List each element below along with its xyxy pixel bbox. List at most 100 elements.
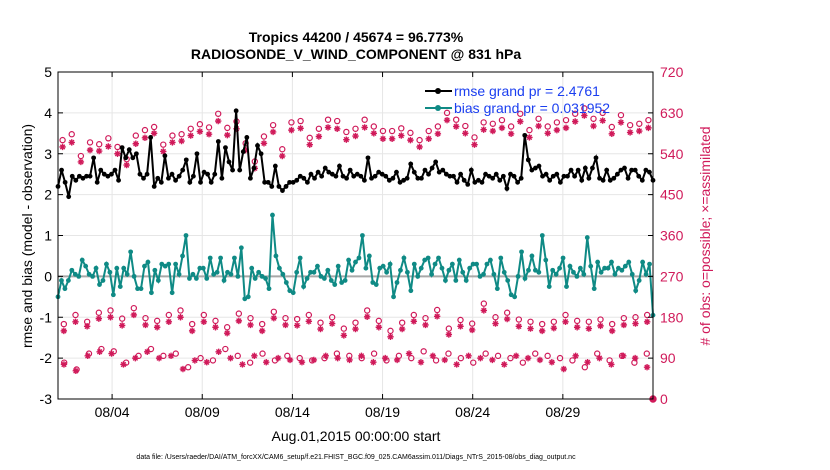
bias-point: [207, 255, 213, 261]
obs-assimilated-marker: [398, 325, 406, 333]
obs-possible-marker: [434, 123, 442, 130]
obs-assimilated-marker: [590, 122, 597, 130]
rmse-point: [422, 167, 428, 173]
rmse-point: [151, 184, 157, 189]
bias-point: [62, 286, 68, 292]
obs-possible-marker: [599, 109, 606, 117]
obs-possible-marker: [433, 306, 441, 314]
obs-assimilated-marker: [60, 361, 68, 368]
obs-possible-marker: [608, 123, 616, 131]
bias-point: [446, 267, 452, 273]
rmse-point: [297, 173, 303, 179]
rmse-point: [280, 188, 285, 193]
obs-assimilated-marker: [279, 152, 286, 160]
obs-assimilated-marker: [573, 324, 581, 331]
obs-possible-marker: [147, 345, 155, 353]
rmse-point: [144, 171, 150, 177]
obs-count-layer: [59, 105, 657, 403]
obs-assimilated-marker: [212, 324, 219, 331]
rmse-point: [190, 173, 196, 179]
bias-point: [640, 259, 646, 265]
obs-assimilated-marker: [95, 315, 103, 322]
rmse-point: [557, 179, 563, 185]
bias-point: [377, 265, 383, 271]
rmse-point: [639, 177, 645, 183]
rmse-point: [80, 175, 86, 181]
bias-point: [155, 278, 161, 283]
obs-assimilated-marker: [443, 116, 451, 124]
bias-point: [190, 271, 196, 277]
obs-possible-marker: [333, 117, 341, 125]
bias-point: [135, 286, 140, 292]
rmse-point: [215, 139, 221, 144]
obs-assimilated-marker: [375, 324, 383, 331]
obs-possible-marker: [214, 110, 222, 117]
obs-assimilated-marker: [581, 112, 588, 119]
bias-point: [498, 255, 504, 261]
obs-possible-marker: [59, 136, 66, 144]
bias-point: [249, 265, 255, 271]
x-tick-label: 08/14: [275, 404, 310, 420]
bias-point: [218, 255, 223, 261]
rmse-point: [337, 163, 342, 169]
bias-point: [373, 282, 379, 287]
rmse-point: [283, 184, 289, 189]
rmse-point: [166, 175, 171, 181]
bias-point: [65, 278, 71, 283]
obs-possible-marker: [626, 121, 634, 129]
rmse-point: [365, 155, 371, 161]
obs-possible-marker: [222, 345, 229, 353]
rmse-point: [572, 173, 578, 179]
bias-point: [342, 278, 348, 283]
rmse-point: [212, 171, 218, 177]
rmse-point: [333, 173, 339, 179]
rmse-point: [187, 179, 193, 185]
x-axis-label: Aug.01,2015 00:00:00 start: [272, 428, 441, 444]
obs-assimilated-marker: [263, 359, 270, 366]
rmse-point: [262, 179, 268, 185]
obs-possible-marker: [597, 316, 604, 323]
rmse-point: [322, 165, 328, 171]
obs-assimilated-marker: [305, 318, 313, 325]
obs-assimilated-marker: [83, 323, 91, 330]
obs-assimilated-marker: [512, 352, 520, 360]
bias-point: [422, 257, 428, 263]
obs-possible-marker: [77, 152, 85, 160]
y-tick-label: 4: [44, 105, 52, 121]
bias-point: [301, 284, 307, 289]
rmse-point: [522, 132, 528, 138]
bias-point: [232, 255, 237, 261]
obs-possible-marker: [517, 110, 524, 117]
rmse-point: [632, 167, 638, 173]
rmse-point: [344, 175, 349, 181]
rmse-point: [568, 167, 574, 173]
obs-possible-marker: [569, 357, 576, 364]
bias-point: [76, 273, 82, 279]
bias-point: [110, 292, 116, 298]
obs-assimilated-marker: [387, 333, 394, 340]
rmse-point: [394, 169, 399, 175]
obs-assimilated-marker: [631, 354, 639, 362]
rmse-point: [123, 155, 129, 161]
rmse-point: [579, 177, 585, 183]
rmse-point: [529, 167, 535, 173]
rmse-point: [636, 173, 642, 179]
y-tick-label: 0: [44, 268, 52, 284]
obs-assimilated-marker: [571, 118, 579, 125]
obs-possible-marker: [333, 350, 341, 357]
obs-assimilated-marker: [596, 354, 603, 362]
bias-point: [149, 290, 154, 296]
rmse-point: [415, 175, 421, 181]
obs-assimilated-marker: [72, 318, 79, 325]
obs-possible-marker: [470, 359, 477, 366]
bias-point: [187, 276, 192, 281]
obs-assimilated-marker: [536, 356, 544, 364]
rmse-point: [458, 171, 464, 177]
bias-point: [263, 276, 268, 281]
bias-point: [356, 255, 362, 261]
rmse-point: [404, 175, 410, 181]
rmse-point: [451, 173, 456, 179]
obs-possible-marker: [293, 315, 301, 323]
bias-point: [443, 278, 448, 283]
y2-tick-label: 720: [660, 64, 684, 80]
